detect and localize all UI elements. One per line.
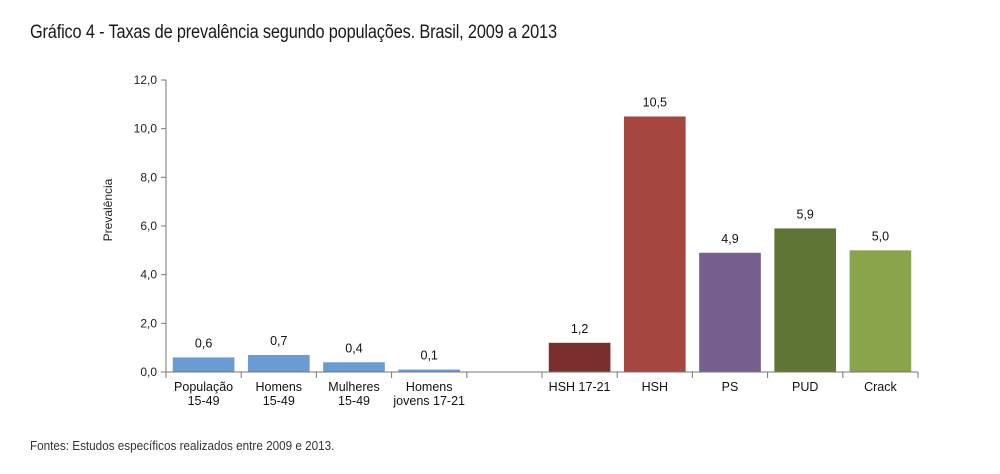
- x-tick-label: 15-49: [338, 394, 370, 408]
- x-tick-label: População: [174, 380, 233, 394]
- x-tick-label: Homens: [256, 380, 303, 394]
- x-tick-label: HSH: [642, 380, 668, 394]
- bar: [323, 362, 385, 372]
- x-tick-label: HSH 17-21: [549, 380, 611, 394]
- x-tick-label: Mulheres: [328, 380, 379, 394]
- source-note: Fontes: Estudos específicos realizados e…: [30, 438, 335, 453]
- y-tick-label: 8,0: [140, 170, 157, 184]
- bar: [548, 342, 611, 372]
- data-label: 0,1: [421, 349, 438, 363]
- x-axis: População15-49Homens15-49Mulheres15-49Ho…: [165, 371, 919, 408]
- x-tick-label: PUD: [792, 380, 818, 394]
- bars: 0,6 0,7 0,4 0,1 1,2 10,5 4,9 5,9 5,0: [172, 96, 912, 372]
- y-tick-label: 4,0: [140, 268, 157, 282]
- x-tick-label: PS: [722, 380, 739, 394]
- x-tick-label: 15-49: [263, 394, 295, 408]
- bar: [398, 369, 461, 372]
- x-tick-label: 15-49: [188, 394, 220, 408]
- data-label: 1,2: [571, 322, 588, 336]
- data-label: 0,7: [270, 334, 287, 348]
- y-tick-label: 0,0: [140, 365, 157, 379]
- x-tick-label: Crack: [864, 380, 897, 394]
- data-label: 10,5: [643, 96, 667, 110]
- y-axis: 0,0 2,0 4,0 6,0 8,0 10,0 12,0: [134, 73, 167, 379]
- y-tick-label: 6,0: [140, 219, 157, 233]
- bar: [172, 357, 235, 372]
- data-label: 5,0: [872, 229, 889, 243]
- chart-title: Gráfico 4 - Taxas de prevalência segundo…: [30, 22, 557, 43]
- data-label: 4,9: [721, 232, 738, 246]
- y-axis-label: Prevalência: [101, 178, 115, 241]
- y-tick-label: 10,0: [134, 122, 158, 136]
- data-label: 0,6: [195, 336, 212, 350]
- data-label: 0,4: [345, 341, 362, 355]
- bar: [247, 354, 310, 372]
- y-tick-label: 2,0: [140, 316, 157, 330]
- data-label: 5,9: [797, 207, 814, 221]
- bar: [849, 250, 912, 372]
- y-tick-label: 12,0: [134, 73, 158, 87]
- bar: [699, 252, 761, 372]
- x-tick-label: jovens 17-21: [392, 394, 465, 408]
- bar: [623, 116, 686, 372]
- bar: [774, 228, 837, 372]
- x-tick-label: Homens: [406, 380, 453, 394]
